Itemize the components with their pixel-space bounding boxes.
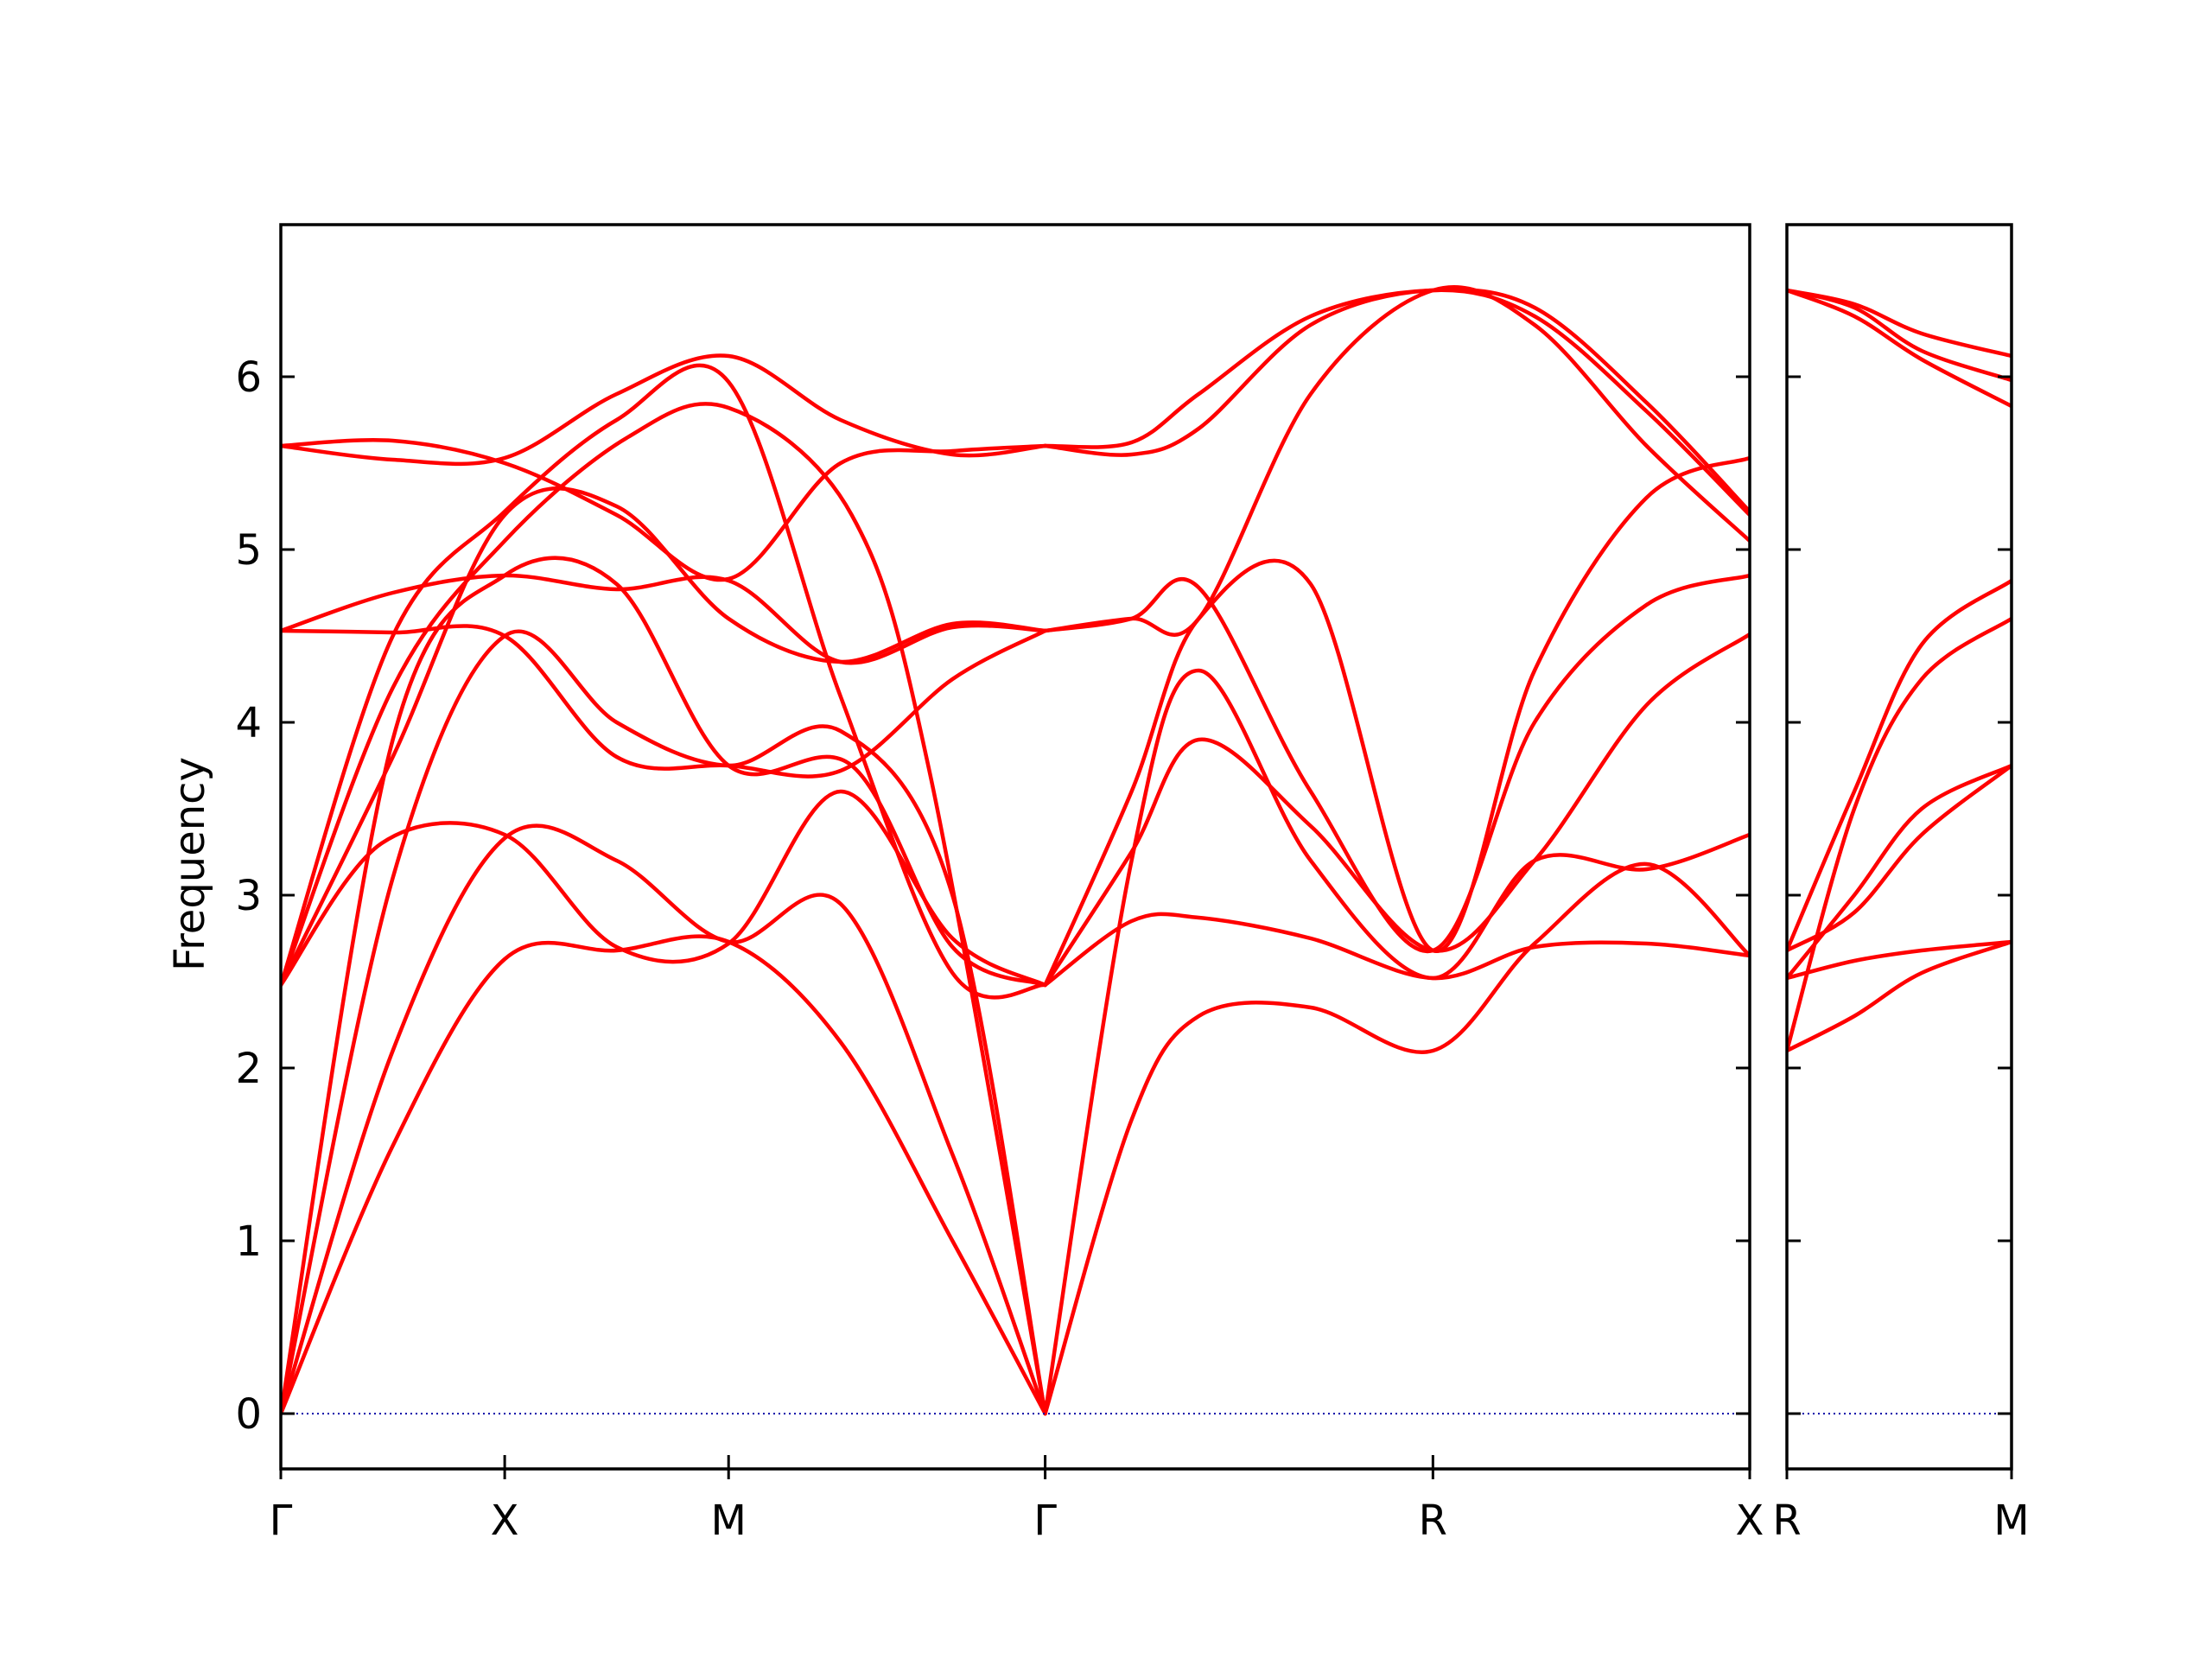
y-tick-label: 3 [235,872,262,920]
x-tick-label: Γ [270,1497,293,1545]
phonon-branch [281,486,1047,988]
x-tick-label: X [491,1497,519,1545]
phonon-branch [1043,861,1750,1416]
x-tick-label: R [1419,1497,1447,1545]
phonon-branch [1787,578,2012,953]
plot-frame [1785,223,2013,1471]
y-tick-label: 0 [235,1390,262,1439]
y-tick-label: 1 [235,1217,262,1266]
phonon-branch [281,573,1047,665]
x-tick-label: Γ [1033,1497,1057,1545]
phonon-branch [1043,285,1750,637]
x-tick-label: R [1772,1497,1801,1545]
y-tick-label: 2 [235,1045,262,1093]
phonon-branch [1043,912,1750,988]
x-tick-label: M [711,1497,747,1545]
phonon-branch [281,629,1047,1416]
x-tick-label: M [1993,1497,2029,1545]
y-tick-label: 4 [235,699,262,747]
phonon-branch [1787,616,2012,1053]
phonon-branch [1787,288,2012,409]
phonon-branch [281,353,1047,467]
phonon-branch [1787,939,2012,1053]
phonon-branch [1043,455,1750,988]
x-tick-label: X [1736,1497,1764,1545]
phonon-branch [1787,288,2012,359]
dispersion-curves [1787,288,2012,1053]
main-path-panel: 0 1 2 3 4 5 6 Γ X M Γ R X [235,223,1764,1545]
dispersion-curves [281,285,1750,1416]
phonon-branch [1043,288,1750,514]
y-axis-title: Frequency [166,757,214,971]
plot-frame [279,223,1751,1471]
phonon-branch [1787,939,2012,981]
y-tick-label: 5 [235,526,262,575]
phonon-branch [281,624,1047,779]
phonon-branch [281,363,1047,1000]
phonon-branch [1043,573,1750,954]
y-tick-label: 6 [235,353,262,402]
phonon-branch [1043,668,1750,1416]
phonon-branch [281,823,1047,1416]
phonon-branch [281,934,1047,1416]
